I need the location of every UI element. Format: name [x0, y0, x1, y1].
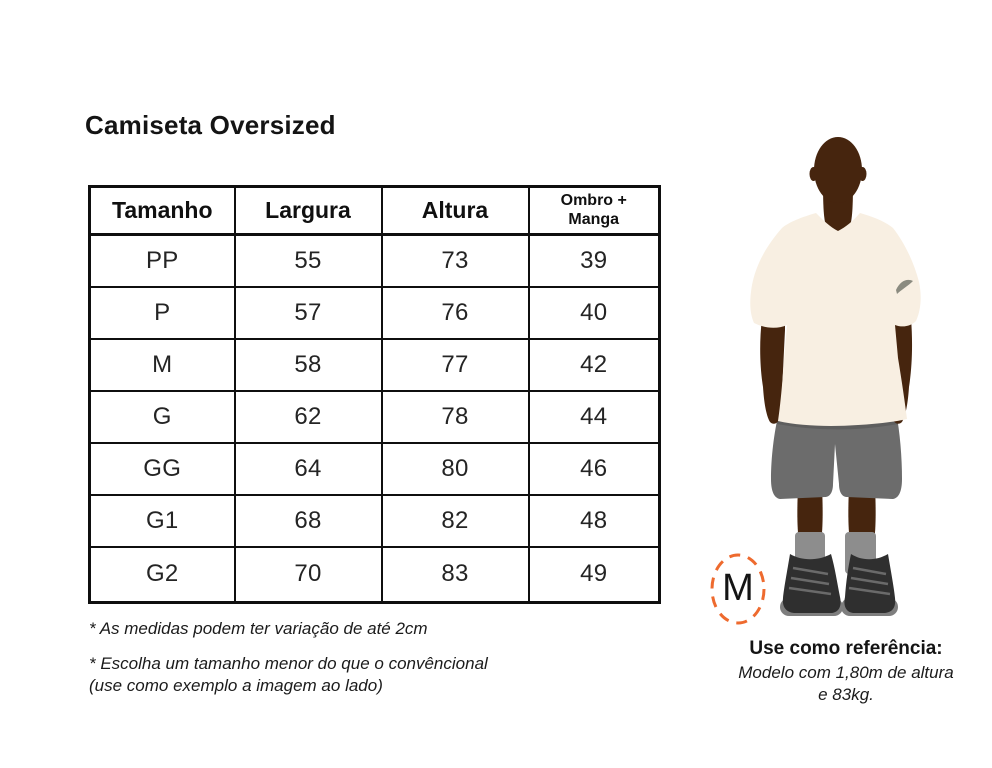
ombro-manga-value: 49 [527, 545, 661, 604]
model-tshirt [750, 213, 921, 426]
table-row: M 58 77 42 [88, 337, 661, 392]
largura-value: 70 [233, 545, 383, 604]
footnote-size-advice-line1: * Escolha um tamanho menor do que o conv… [89, 654, 488, 673]
altura-value: 80 [380, 441, 530, 496]
ombro-manga-value: 40 [527, 285, 661, 340]
size-label: GG [88, 441, 236, 496]
largura-value: 68 [233, 493, 383, 548]
altura-value: 73 [380, 233, 530, 288]
size-label: M [88, 337, 236, 392]
altura-value: 78 [380, 389, 530, 444]
altura-value: 77 [380, 337, 530, 392]
table-row: G 62 78 44 [88, 389, 661, 444]
size-label: P [88, 285, 236, 340]
model-shoe-laces [788, 566, 891, 596]
ombro-manga-value: 46 [527, 441, 661, 496]
footnote-size-advice-line2: (use como exemplo a imagem ao lado) [89, 676, 383, 696]
size-label: PP [88, 233, 236, 288]
reference-details-line2: e 83kg. [818, 685, 874, 705]
badge-letter: M [722, 566, 754, 609]
largura-value: 55 [233, 233, 383, 288]
model-leg-left [797, 486, 823, 542]
size-table: Tamanho Largura Altura Ombro + Manga PP … [88, 185, 661, 604]
size-label: G2 [88, 545, 236, 604]
table-row: P 57 76 40 [88, 285, 661, 340]
table-header-row: Tamanho Largura Altura Ombro + Manga [88, 185, 661, 236]
model-leg-right [848, 486, 876, 542]
header-altura: Altura [380, 185, 530, 236]
ombro-manga-value: 48 [527, 493, 661, 548]
size-reference-badge: M [708, 551, 768, 627]
model-illustration [690, 130, 992, 640]
footnote-size-advice: * Escolha um tamanho menor do que o conv… [89, 653, 488, 698]
table-row: PP 55 73 39 [88, 233, 661, 288]
model-arm-left [760, 318, 785, 424]
reference-caption: Use como referência: Modelo com 1,80m de… [698, 638, 992, 706]
page-title: Camiseta Oversized [85, 110, 336, 140]
reference-details-line1: Modelo com 1,80m de altura [738, 663, 954, 682]
altura-value: 82 [380, 493, 530, 548]
altura-value: 76 [380, 285, 530, 340]
table-row: GG 64 80 46 [88, 441, 661, 496]
table-row: G1 68 82 48 [88, 493, 661, 548]
table-row: G2 70 83 49 [88, 545, 661, 604]
largura-value: 58 [233, 337, 383, 392]
reference-title: Use como referência: [749, 638, 943, 659]
footnote-variation: * As medidas podem ter variação de até 2… [89, 619, 428, 638]
reference-details: Modelo com 1,80m de altura e 83kg. [698, 662, 992, 706]
largura-value: 62 [233, 389, 383, 444]
largura-value: 57 [233, 285, 383, 340]
ombro-manga-value: 39 [527, 233, 661, 288]
badge-dashed-ellipse [710, 553, 766, 625]
size-label: G [88, 389, 236, 444]
model-shoe-left [782, 554, 841, 613]
size-label: G1 [88, 493, 236, 548]
model-sleeve-logo [896, 279, 913, 294]
altura-value: 83 [380, 545, 530, 604]
model-shorts [771, 412, 902, 499]
header-ombro-manga: Ombro + Manga [527, 185, 661, 236]
ombro-manga-value: 42 [527, 337, 661, 392]
model-illustration-svg [750, 137, 921, 616]
footnotes: * As medidas podem ter variação de até 2… [89, 619, 488, 698]
ombro-manga-value: 44 [527, 389, 661, 444]
header-largura: Largura [233, 185, 383, 236]
header-tamanho: Tamanho [88, 185, 236, 236]
model-head [814, 137, 862, 203]
header-ombro-line1: Ombro + [560, 191, 627, 209]
header-ombro-line2: Manga [568, 210, 620, 228]
largura-value: 64 [233, 441, 383, 496]
